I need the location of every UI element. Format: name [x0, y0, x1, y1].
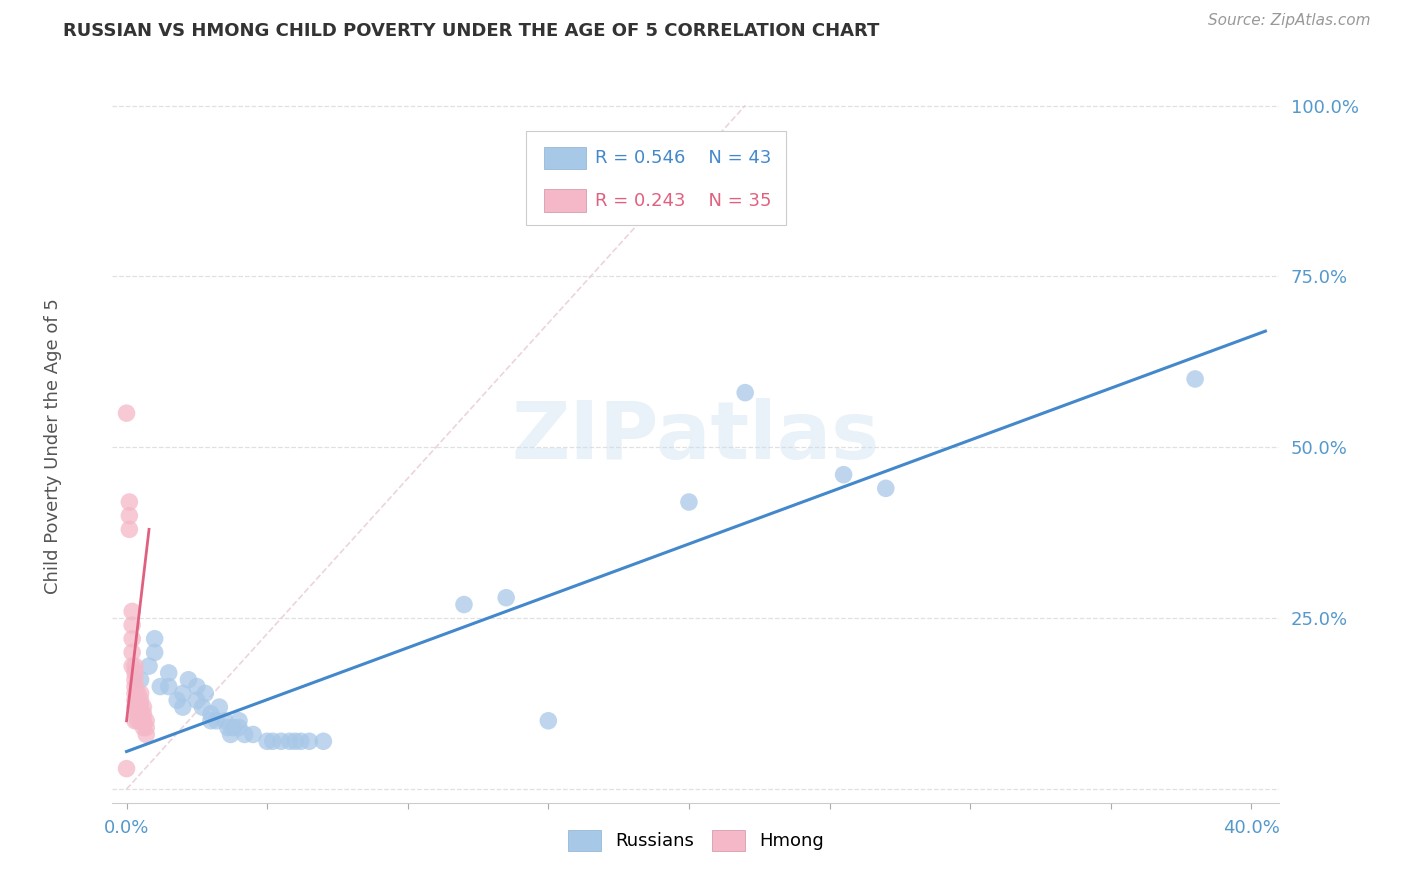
- Text: R = 0.546    N = 43: R = 0.546 N = 43: [595, 149, 772, 167]
- Point: [135, 721, 157, 735]
- Point: [135, 727, 157, 741]
- Point: [121, 604, 143, 618]
- Point: [312, 734, 335, 748]
- Point: [143, 645, 166, 659]
- Point: [124, 680, 146, 694]
- Point: [124, 686, 146, 700]
- Point: [186, 680, 208, 694]
- Point: [143, 632, 166, 646]
- Point: [124, 673, 146, 687]
- Point: [121, 645, 143, 659]
- Point: [290, 734, 312, 748]
- Point: [734, 385, 756, 400]
- Point: [127, 700, 149, 714]
- Point: [129, 693, 152, 707]
- Point: [205, 714, 228, 728]
- Point: [256, 734, 278, 748]
- Point: [115, 406, 138, 420]
- Text: R = 0.243    N = 35: R = 0.243 N = 35: [595, 192, 772, 210]
- Text: Source: ZipAtlas.com: Source: ZipAtlas.com: [1208, 13, 1371, 29]
- Point: [284, 734, 307, 748]
- Text: RUSSIAN VS HMONG CHILD POVERTY UNDER THE AGE OF 5 CORRELATION CHART: RUSSIAN VS HMONG CHILD POVERTY UNDER THE…: [63, 22, 880, 40]
- Point: [121, 618, 143, 632]
- Point: [166, 693, 188, 707]
- Point: [262, 734, 284, 748]
- Point: [228, 714, 250, 728]
- Point: [1184, 372, 1206, 386]
- Point: [129, 706, 152, 721]
- Point: [118, 495, 141, 509]
- Point: [228, 721, 250, 735]
- Point: [129, 673, 152, 687]
- Point: [537, 714, 560, 728]
- Text: Child Poverty Under the Age of 5: Child Poverty Under the Age of 5: [45, 298, 62, 594]
- Point: [875, 481, 897, 495]
- Point: [124, 693, 146, 707]
- Point: [124, 665, 146, 680]
- Point: [124, 659, 146, 673]
- Point: [214, 714, 236, 728]
- Point: [191, 700, 214, 714]
- Point: [132, 721, 155, 735]
- Point: [278, 734, 301, 748]
- Point: [200, 714, 222, 728]
- Text: ZIPatlas: ZIPatlas: [512, 398, 880, 476]
- Point: [157, 665, 180, 680]
- Point: [127, 686, 149, 700]
- Point: [495, 591, 517, 605]
- Point: [129, 700, 152, 714]
- Point: [222, 721, 245, 735]
- Point: [149, 680, 172, 694]
- Point: [172, 700, 194, 714]
- Point: [127, 693, 149, 707]
- Point: [678, 495, 700, 509]
- Point: [121, 659, 143, 673]
- Point: [233, 727, 256, 741]
- Point: [124, 700, 146, 714]
- Point: [200, 706, 222, 721]
- Point: [132, 700, 155, 714]
- Point: [132, 714, 155, 728]
- Point: [157, 680, 180, 694]
- Point: [121, 632, 143, 646]
- Point: [242, 727, 264, 741]
- Point: [172, 686, 194, 700]
- Point: [186, 693, 208, 707]
- Point: [127, 706, 149, 721]
- Point: [118, 508, 141, 523]
- Point: [138, 659, 160, 673]
- Point: [208, 700, 231, 714]
- Legend: Russians, Hmong: Russians, Hmong: [560, 821, 832, 860]
- Point: [124, 714, 146, 728]
- Point: [832, 467, 855, 482]
- Point: [118, 522, 141, 536]
- Point: [132, 706, 155, 721]
- Point: [129, 714, 152, 728]
- Point: [453, 598, 475, 612]
- Point: [219, 727, 242, 741]
- Point: [217, 721, 239, 735]
- Point: [115, 762, 138, 776]
- Point: [129, 686, 152, 700]
- Point: [194, 686, 217, 700]
- Point: [177, 673, 200, 687]
- Point: [127, 714, 149, 728]
- Point: [135, 714, 157, 728]
- Point: [270, 734, 292, 748]
- Point: [298, 734, 321, 748]
